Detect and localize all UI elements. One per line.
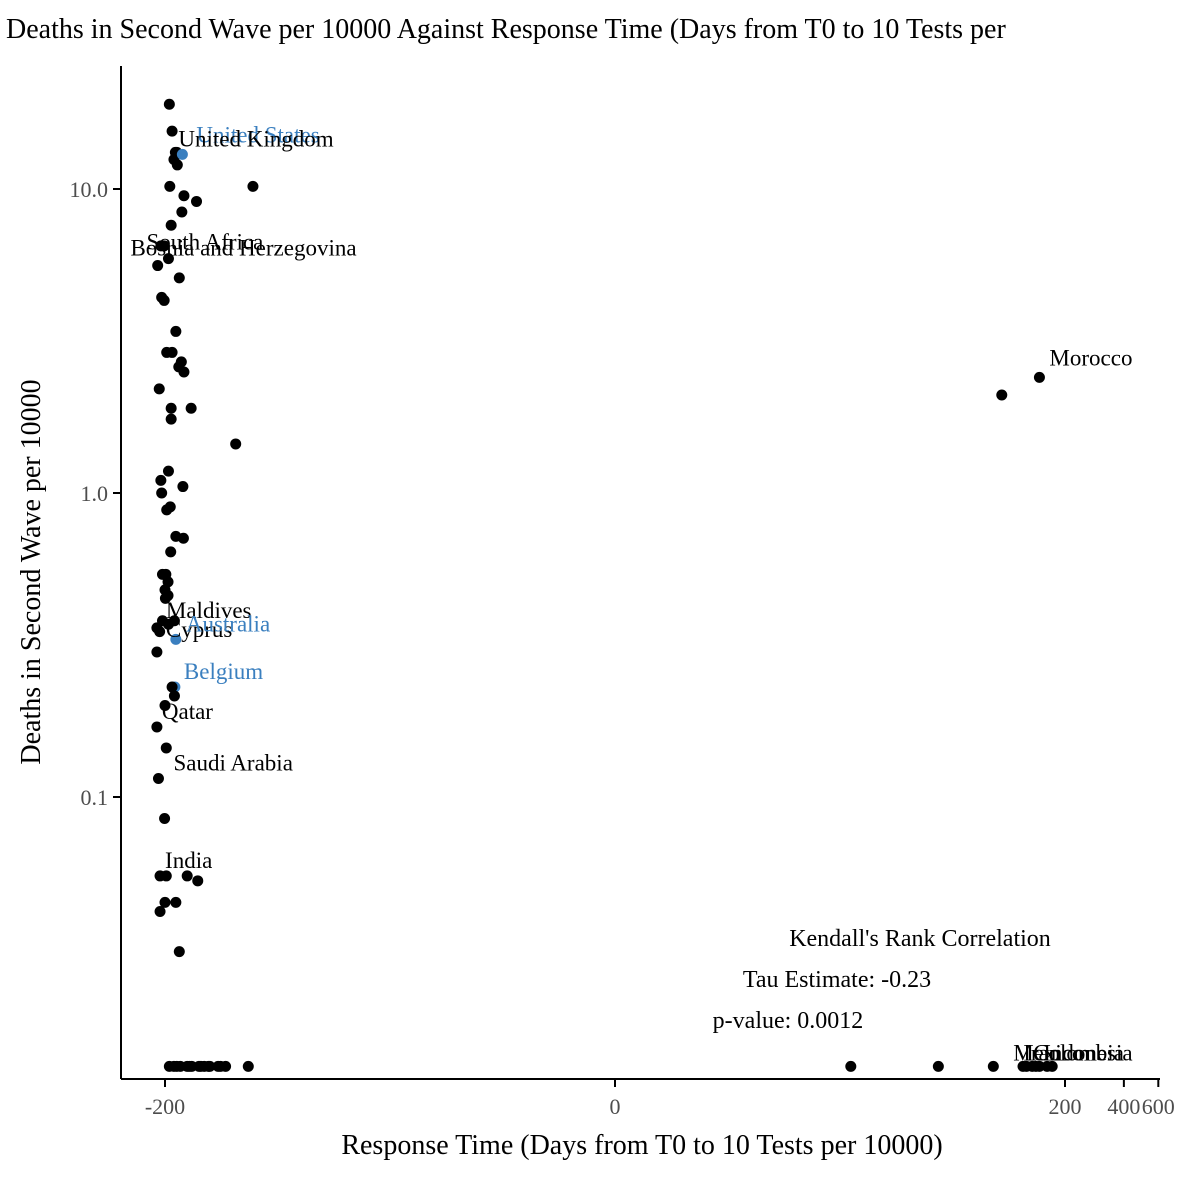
x-axis-ticks: -200 0 200 400 600 bbox=[145, 1079, 1175, 1119]
data-point bbox=[159, 699, 171, 711]
chart-title: Deaths in Second Wave per 10000 Against … bbox=[6, 14, 1006, 45]
point-label: Cyprus bbox=[166, 617, 233, 642]
point-label: Bosnia and Herzegovina bbox=[130, 236, 356, 261]
data-point bbox=[1033, 1060, 1045, 1072]
y-tick-label: 10.0 bbox=[70, 177, 109, 202]
point-label: Australia bbox=[186, 611, 270, 636]
data-point bbox=[176, 206, 188, 218]
data-point bbox=[162, 253, 174, 265]
y-tick-label: 0.1 bbox=[81, 785, 109, 810]
data-point bbox=[247, 180, 259, 192]
data-point bbox=[158, 240, 170, 252]
data-point bbox=[153, 383, 165, 395]
data-point bbox=[158, 294, 170, 306]
x-axis-label: Response Time (Days from T0 to 10 Tests … bbox=[341, 1130, 942, 1161]
data-point bbox=[1033, 371, 1045, 383]
data-point bbox=[192, 875, 204, 887]
y-tick-label: 1.0 bbox=[81, 481, 109, 506]
point-label: Mexico bbox=[1013, 1040, 1083, 1065]
data-point bbox=[168, 690, 180, 702]
point-label: Morocco bbox=[1049, 345, 1132, 370]
point-label: Saudi Arabia bbox=[173, 751, 292, 776]
x-tick-label: 0 bbox=[610, 1094, 621, 1119]
point-label: Qatar bbox=[162, 699, 213, 724]
data-point bbox=[165, 546, 177, 558]
annotation-tau: Tau Estimate: -0.23 bbox=[743, 967, 931, 993]
data-point bbox=[166, 681, 178, 693]
data-point bbox=[204, 1060, 216, 1072]
data-point bbox=[159, 812, 171, 824]
data-points bbox=[151, 98, 1058, 1072]
data-point bbox=[932, 1060, 944, 1072]
data-point bbox=[168, 615, 180, 627]
data-point bbox=[163, 98, 175, 110]
data-point bbox=[161, 504, 173, 516]
x-tick-label: 200 bbox=[1049, 1094, 1082, 1119]
data-point bbox=[177, 481, 189, 493]
data-point bbox=[165, 402, 177, 414]
data-point bbox=[151, 646, 163, 658]
point-label: United States bbox=[196, 122, 319, 147]
point-label: Iran bbox=[1023, 1040, 1061, 1065]
data-point bbox=[170, 633, 182, 645]
data-point bbox=[154, 626, 166, 638]
data-point bbox=[166, 125, 178, 137]
data-point bbox=[162, 465, 174, 477]
data-point bbox=[152, 260, 164, 272]
data-point bbox=[165, 413, 177, 425]
data-point bbox=[160, 742, 172, 754]
point-label: India bbox=[165, 848, 212, 873]
data-point bbox=[171, 159, 183, 171]
point-label: Indonesia bbox=[1043, 1040, 1132, 1065]
data-point bbox=[173, 946, 185, 958]
y-axis-ticks: 0.1 1.0 10.0 bbox=[70, 177, 121, 810]
data-point bbox=[152, 773, 164, 785]
data-point bbox=[176, 148, 188, 160]
data-point bbox=[159, 896, 171, 908]
data-point bbox=[173, 272, 185, 284]
data-point bbox=[162, 590, 174, 602]
data-point bbox=[191, 195, 203, 207]
annotation-pvalue: p-value: 0.0012 bbox=[713, 1008, 864, 1034]
y-axis-label: Deaths in Second Wave per 10000 bbox=[16, 379, 47, 764]
data-point bbox=[165, 219, 177, 231]
data-point bbox=[185, 402, 197, 414]
data-point bbox=[151, 721, 163, 733]
data-point bbox=[996, 389, 1008, 401]
point-label: United Kingdom bbox=[178, 126, 333, 151]
data-point bbox=[170, 896, 182, 908]
point-label: Maldives bbox=[166, 598, 252, 623]
kendall-annotation: Kendall's Rank Correlation Tau Estimate:… bbox=[713, 926, 1051, 1034]
data-point bbox=[178, 366, 190, 378]
data-point bbox=[181, 870, 193, 882]
data-point bbox=[155, 474, 167, 486]
data-point bbox=[160, 870, 172, 882]
data-point bbox=[177, 532, 189, 544]
data-point bbox=[1046, 1060, 1058, 1072]
point-label: South Africa bbox=[146, 230, 263, 255]
point-label: Belgium bbox=[184, 659, 263, 684]
data-point bbox=[230, 438, 242, 450]
annotation-title: Kendall's Rank Correlation bbox=[789, 926, 1051, 952]
x-tick-label: -200 bbox=[145, 1094, 185, 1119]
data-point bbox=[154, 906, 166, 918]
data-point bbox=[220, 1060, 232, 1072]
data-point bbox=[156, 487, 168, 499]
x-tick-label: 600 bbox=[1142, 1094, 1175, 1119]
data-point bbox=[845, 1060, 857, 1072]
point-label: Colombia bbox=[1033, 1040, 1124, 1065]
data-point bbox=[242, 1060, 254, 1072]
data-point bbox=[987, 1060, 999, 1072]
data-point bbox=[178, 190, 190, 202]
data-point bbox=[164, 180, 176, 192]
data-point bbox=[170, 325, 182, 337]
x-tick-label: 400 bbox=[1107, 1094, 1140, 1119]
data-point bbox=[166, 346, 178, 358]
